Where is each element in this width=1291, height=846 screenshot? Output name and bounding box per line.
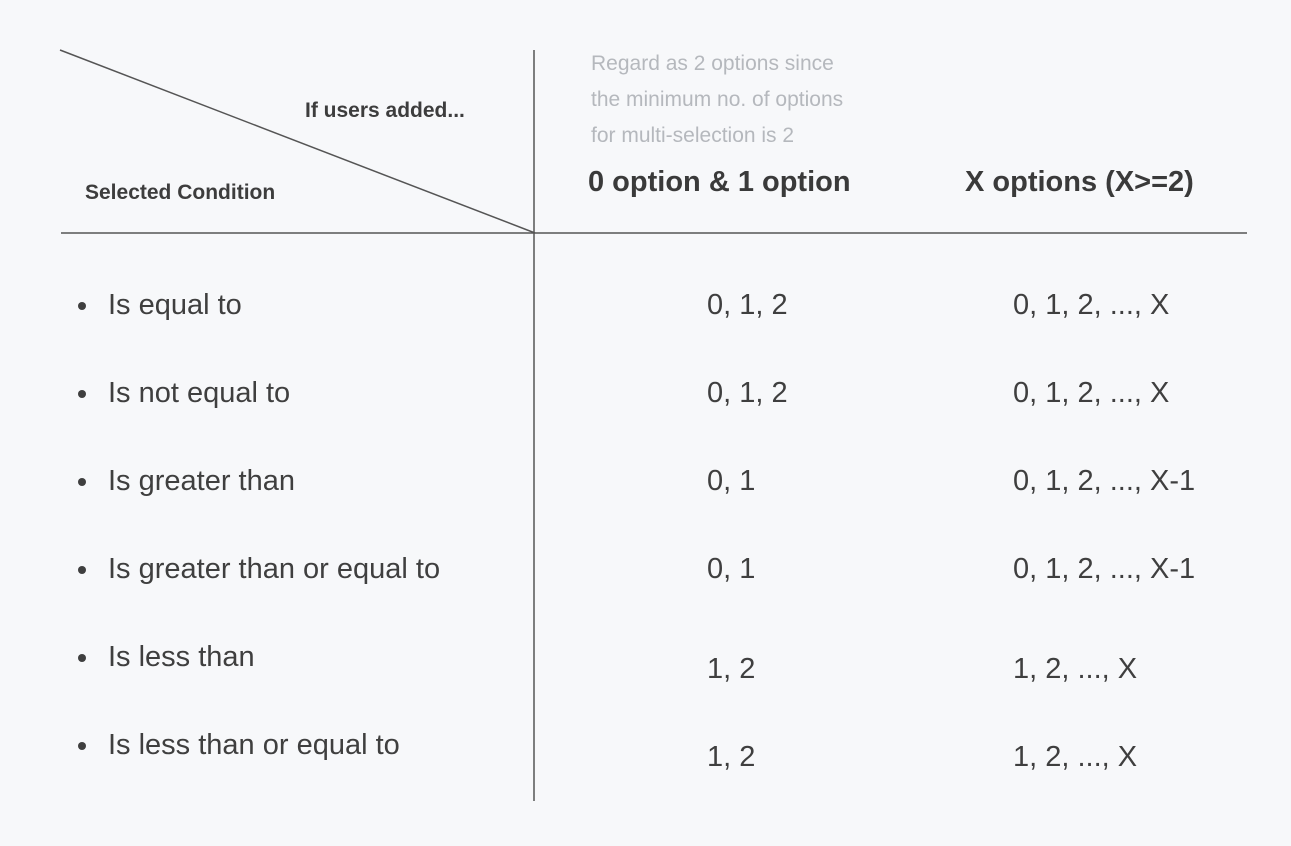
- bullet-icon: [78, 565, 86, 574]
- condition-label: Is less than or equal to: [108, 729, 400, 761]
- table-cell-col1: 0, 1, 2: [707, 377, 788, 409]
- column-title-0-1-option: 0 option & 1 option: [588, 166, 851, 198]
- note-line: Regard as 2 options since: [591, 52, 834, 75]
- column-title-x-options: X options (X>=2): [965, 166, 1194, 198]
- table-cell-col2: 1, 2, ..., X: [1013, 653, 1138, 685]
- table-cell-col1: 0, 1: [707, 553, 756, 585]
- corner-diagonal-line: [59, 49, 536, 234]
- table-cell-col2: 0, 1, 2, ..., X: [1013, 377, 1170, 409]
- note-line: the minimum no. of options: [591, 88, 844, 111]
- table-cell-col2: 0, 1, 2, ..., X: [1013, 289, 1170, 321]
- table-row-condition: Is less than: [78, 641, 255, 674]
- table-row-condition: Is equal to: [78, 289, 242, 322]
- corner-header-bottom-label: Selected Condition: [85, 181, 276, 204]
- bullet-icon: [78, 389, 86, 398]
- bullet-icon: [78, 653, 86, 662]
- table-cell-col1: 1, 2: [707, 741, 756, 773]
- bullet-icon: [78, 741, 86, 750]
- bullet-icon: [78, 477, 86, 486]
- condition-label: Is greater than: [108, 465, 295, 497]
- corner-header-top-label: If users added...: [305, 99, 465, 122]
- table-cell-col2: 0, 1, 2, ..., X-1: [1013, 553, 1196, 585]
- table-row-condition: Is less than or equal to: [78, 729, 400, 762]
- condition-label: Is not equal to: [108, 377, 291, 409]
- bullet-icon: [78, 301, 86, 310]
- table-cell-col1: 0, 1, 2: [707, 289, 788, 321]
- column-note: Regard as 2 options since the minimum no…: [591, 46, 931, 154]
- condition-label: Is greater than or equal to: [108, 553, 441, 585]
- table-row-condition: Is greater than or equal to: [78, 553, 440, 586]
- note-line: for multi-selection is 2: [591, 124, 795, 147]
- table-cell-col2: 1, 2, ..., X: [1013, 741, 1138, 773]
- table-row-condition: Is not equal to: [78, 377, 290, 410]
- table-cell-col1: 1, 2: [707, 653, 756, 685]
- table-cell-col1: 0, 1: [707, 465, 756, 497]
- condition-label: Is equal to: [108, 289, 242, 321]
- table-cell-col2: 0, 1, 2, ..., X-1: [1013, 465, 1196, 497]
- table-row-condition: Is greater than: [78, 465, 295, 498]
- condition-label: Is less than: [108, 641, 255, 673]
